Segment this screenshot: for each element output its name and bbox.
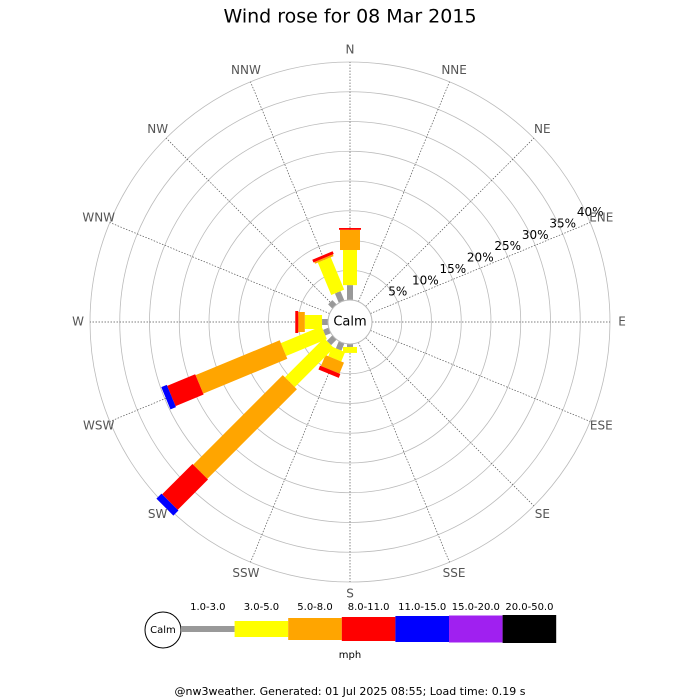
bar-segment	[195, 340, 288, 394]
bar-segment	[339, 228, 361, 230]
legend-swatch	[234, 621, 289, 637]
spoke	[365, 137, 535, 307]
bar-segment	[162, 463, 209, 510]
bar-segment	[335, 341, 345, 351]
spoke	[370, 222, 591, 314]
spoke	[165, 137, 335, 307]
bar-segment	[312, 251, 334, 263]
legend-swatch	[288, 618, 342, 640]
spoke	[109, 222, 330, 314]
bar-segment	[295, 311, 299, 333]
bar-segment	[167, 374, 204, 407]
direction-bars	[339, 228, 361, 300]
direction-label: E	[618, 315, 626, 329]
direction-bars	[318, 341, 346, 378]
bar-segment	[280, 326, 327, 357]
direction-bars	[156, 335, 337, 516]
bar-segment	[340, 229, 360, 251]
spoke	[250, 342, 342, 563]
legend-label: 15.0-20.0	[452, 602, 500, 613]
ring	[238, 210, 462, 434]
direction-label: NNW	[231, 63, 261, 77]
direction-label: SW	[148, 507, 168, 521]
direction-bars	[343, 344, 357, 353]
bar-segment	[343, 346, 357, 353]
direction-label: ENE	[589, 210, 613, 224]
direction-bars	[312, 251, 345, 303]
direction-label: WNW	[82, 210, 115, 224]
ring-label: 5%	[388, 285, 407, 299]
ring	[208, 180, 492, 464]
direction-label: NNE	[441, 63, 467, 77]
bar-segment	[318, 365, 341, 378]
bar-segment	[347, 344, 353, 347]
direction-label: ESE	[590, 419, 613, 433]
bar-segment	[161, 384, 176, 410]
direction-label: SE	[535, 507, 550, 521]
legend-label: 5.0-8.0	[297, 602, 332, 613]
ring-label: 30%	[522, 228, 549, 242]
bar-segment	[284, 338, 334, 388]
ring-label: 35%	[549, 216, 576, 230]
bar-segment	[304, 315, 323, 329]
direction-label: W	[72, 315, 84, 329]
legend-label: 11.0-15.0	[398, 602, 446, 613]
legend-unit: mph	[339, 650, 361, 661]
legend-label: 8.0-11.0	[348, 602, 390, 613]
footer: @nw3weather. Generated: 01 Jul 2025 08:5…	[175, 685, 526, 698]
bar-segment	[193, 375, 297, 479]
spoke	[358, 342, 450, 563]
bar-segment	[328, 346, 346, 362]
ring	[178, 150, 522, 494]
direction-label: SSW	[232, 566, 259, 580]
legend-swatch	[449, 615, 503, 643]
ring-label: 40%	[577, 205, 604, 219]
bar-segment	[334, 291, 345, 303]
direction-label: N	[346, 43, 355, 57]
direction-bars	[161, 326, 331, 410]
bar-segment	[343, 250, 357, 286]
legend-label: 20.0-50.0	[505, 602, 553, 613]
bar-segment	[314, 254, 334, 264]
spoke	[370, 330, 591, 422]
legend-calm-label: Calm	[150, 625, 176, 636]
calm-label: Calm	[333, 315, 366, 330]
spoke	[358, 81, 450, 302]
calm-circle	[327, 299, 373, 345]
direction-label: S	[346, 587, 354, 601]
direction-label: SSE	[443, 566, 466, 580]
bar-segment	[298, 312, 305, 332]
spoke	[365, 337, 535, 507]
ring-label: 20%	[467, 251, 494, 265]
bar-segment	[322, 319, 328, 325]
bar-segment	[320, 354, 344, 374]
direction-label: NW	[147, 122, 168, 136]
direction-bars	[328, 300, 337, 309]
ring-label: 10%	[412, 273, 439, 287]
legend-swatch	[502, 615, 557, 643]
bar-segment	[347, 285, 353, 300]
ring-label: 25%	[494, 239, 521, 253]
direction-label: WSW	[83, 419, 114, 433]
ring-label: 15%	[439, 262, 466, 276]
bar-segment	[317, 257, 345, 296]
legend-swatch	[395, 616, 449, 642]
chart-title: Wind rose for 08 Mar 2015	[223, 6, 476, 28]
bar-segment	[328, 300, 337, 309]
legend-label: 3.0-5.0	[244, 602, 279, 613]
legend-swatch	[341, 617, 396, 641]
direction-label: NE	[534, 122, 551, 136]
legend-label: 1.0-3.0	[190, 602, 225, 613]
bar-segment	[156, 493, 179, 516]
direction-bars	[295, 311, 328, 333]
legend-swatch	[181, 626, 235, 632]
